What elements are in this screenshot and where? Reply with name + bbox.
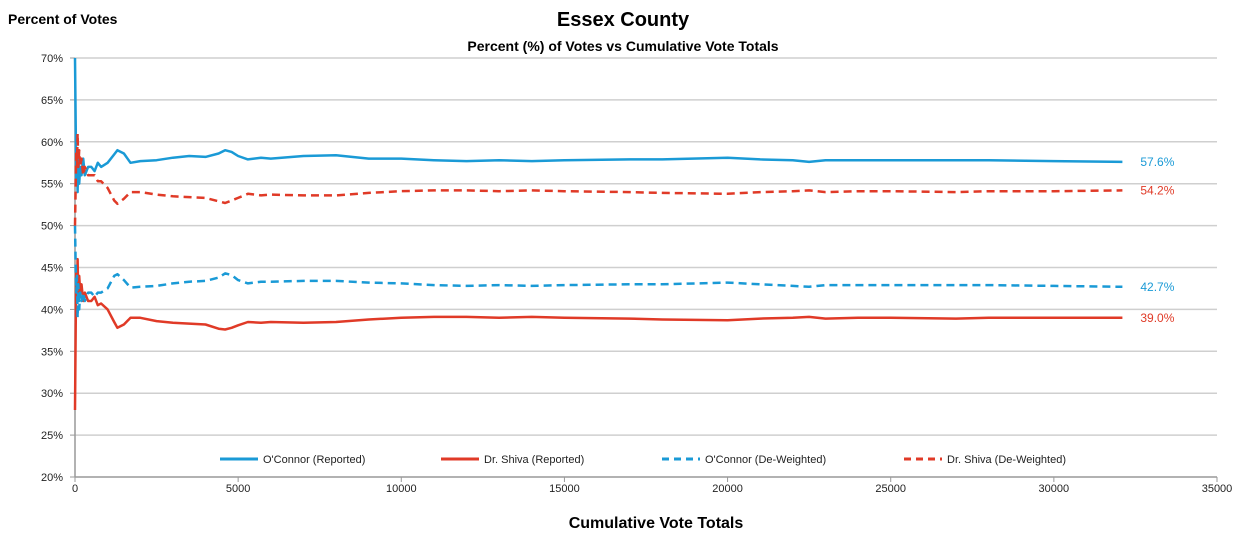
series-end-label: 39.0%: [1140, 311, 1174, 325]
series-end-label: 54.2%: [1140, 183, 1174, 197]
series-lines: [73, 57, 1123, 411]
y-tick-label: 60%: [41, 137, 63, 149]
x-axis-ticks: 0 5000 10000 15000 20000 25000 30000 35000: [72, 477, 1232, 495]
series-line-3: [73, 132, 1123, 226]
y-tick-label: 30%: [41, 388, 63, 400]
x-tick-label: 25000: [875, 483, 906, 495]
y-axis-title: Percent of Votes: [8, 11, 118, 27]
y-tick-label: 70%: [41, 53, 63, 65]
y-tick-label: 65%: [41, 95, 63, 107]
series-line-1: [73, 257, 1123, 411]
x-tick-label: 35000: [1202, 483, 1233, 495]
y-tick-label: 25%: [41, 430, 63, 442]
legend: O'Connor (Reported) Dr. Shiva (Reported) O…: [220, 454, 1066, 466]
legend-label: O'Connor (Reported): [263, 454, 365, 466]
series-end-labels: 57.6% 39.0% 42.7% 54.2%: [1140, 155, 1174, 325]
x-tick-label: 10000: [386, 483, 417, 495]
x-tick-label: 5000: [226, 483, 250, 495]
x-tick-label: 20000: [712, 483, 743, 495]
x-tick-label: 30000: [1039, 483, 1070, 495]
series-line-2: [73, 225, 1123, 320]
y-axis-ticks: 20% 25% 30% 35% 40% 45% 50% 55% 60% 65% 70%: [41, 53, 75, 484]
x-tick-label: 15000: [549, 483, 580, 495]
x-tick-label: 0: [72, 483, 78, 495]
series-end-label: 42.7%: [1140, 280, 1174, 294]
y-tick-label: 40%: [41, 304, 63, 316]
y-tick-label: 20%: [41, 472, 63, 484]
y-tick-label: 50%: [41, 221, 63, 233]
chart-subtitle: Percent (%) of Votes vs Cumulative Vote …: [467, 38, 778, 54]
series-end-label: 57.6%: [1140, 155, 1174, 169]
y-tick-label: 35%: [41, 346, 63, 358]
legend-label: Dr. Shiva (De-Weighted): [947, 454, 1066, 466]
chart-title: Essex County: [557, 9, 690, 31]
x-axis-title: Cumulative Vote Totals: [569, 515, 744, 532]
y-tick-label: 55%: [41, 179, 63, 191]
legend-label: O'Connor (De-Weighted): [705, 454, 826, 466]
legend-label: Dr. Shiva (Reported): [484, 454, 584, 466]
gridlines: [75, 57, 1217, 436]
series-line-0: [73, 57, 1123, 194]
y-tick-label: 45%: [41, 263, 63, 275]
